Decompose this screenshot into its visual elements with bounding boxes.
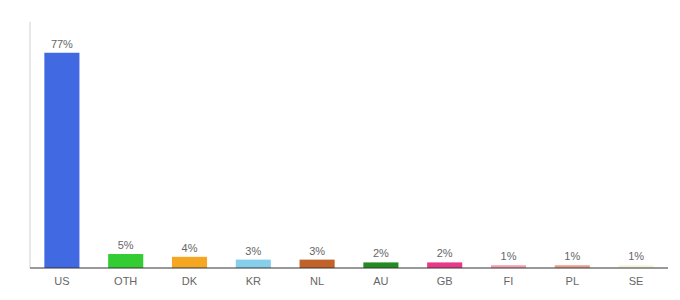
bars	[44, 53, 653, 268]
x-tick-label: PL	[566, 275, 579, 287]
bar	[236, 260, 271, 268]
x-tick-label: US	[54, 275, 69, 287]
data-label: 5%	[118, 239, 134, 251]
data-label: 2%	[437, 247, 453, 259]
x-tick-label: AU	[373, 275, 388, 287]
data-label: 77%	[51, 38, 73, 50]
x-tick-label: GB	[437, 275, 453, 287]
data-label: 1%	[628, 250, 644, 262]
bar	[44, 53, 79, 268]
chart: 77% 5% 4% 3% 3% 2% 2% 1% 1% 1% US OTH DK KR NL AU GB FI PL…	[0, 0, 680, 300]
data-label: 3%	[309, 245, 325, 257]
x-tick-label: OTH	[114, 275, 137, 287]
bar	[300, 260, 335, 268]
data-label: 2%	[373, 247, 389, 259]
x-tick-label: KR	[246, 275, 261, 287]
x-tick-label: FI	[504, 275, 514, 287]
x-tick-label: NL	[310, 275, 324, 287]
data-label: 1%	[564, 250, 580, 262]
bar	[363, 262, 398, 268]
bar	[172, 257, 207, 268]
data-label: 4%	[182, 242, 198, 254]
x-tick-label: SE	[629, 275, 644, 287]
y-axis-line	[30, 22, 31, 268]
chart-container: 77% 5% 4% 3% 3% 2% 2% 1% 1% 1% US OTH DK KR NL AU GB FI PL…	[0, 0, 680, 300]
bar	[108, 254, 143, 268]
x-axis-line	[30, 268, 668, 269]
x-tick-label: DK	[182, 275, 198, 287]
data-label: 3%	[245, 245, 261, 257]
bar	[427, 262, 462, 268]
data-label: 1%	[501, 250, 517, 262]
